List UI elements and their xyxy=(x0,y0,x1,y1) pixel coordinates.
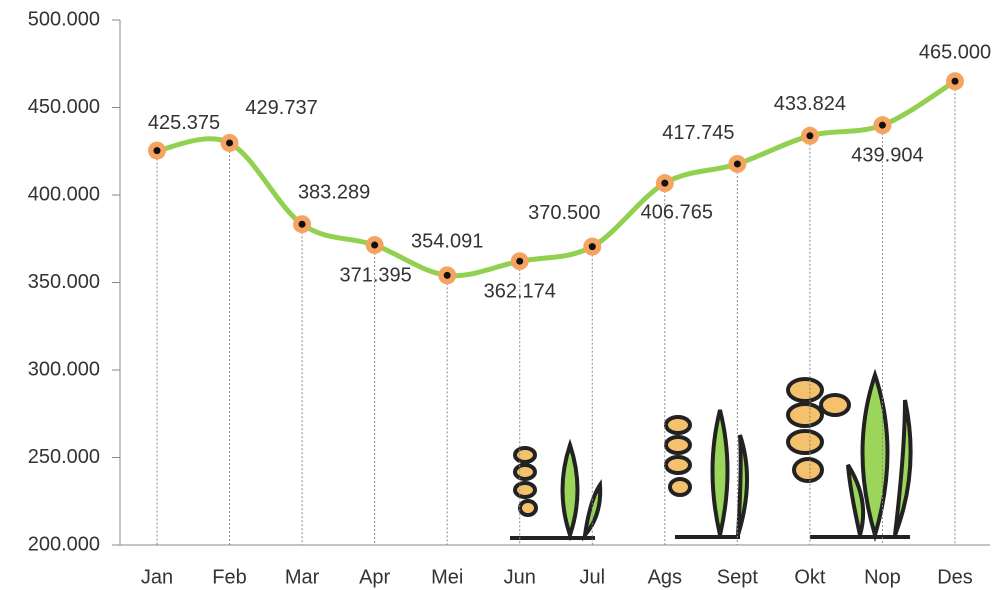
data-label: 406.765 xyxy=(641,201,713,223)
data-label: 371.395 xyxy=(339,264,411,286)
data-label: 439.904 xyxy=(851,144,923,166)
x-tick-label: Mar xyxy=(285,566,320,588)
marker-center xyxy=(806,132,814,140)
marker-center xyxy=(878,121,886,129)
marker-center xyxy=(661,179,669,187)
x-tick-label: Jul xyxy=(579,566,605,588)
y-tick-label: 400.000 xyxy=(28,183,100,205)
data-label: 465.000 xyxy=(919,42,991,64)
data-label: 429.737 xyxy=(245,97,317,119)
marker-center xyxy=(153,147,161,155)
y-tick-label: 350.000 xyxy=(28,271,100,293)
line xyxy=(156,79,957,279)
data-label: 354.091 xyxy=(411,231,483,253)
x-tick-label: Feb xyxy=(212,566,246,588)
x-tick-label: Apr xyxy=(359,566,390,588)
marker-center xyxy=(298,220,306,228)
data-label: 362.174 xyxy=(484,280,556,302)
data-label: 383.289 xyxy=(298,182,370,204)
x-tick-label: Sept xyxy=(717,566,759,588)
marker-center xyxy=(516,257,524,265)
y-tick-label: 200.000 xyxy=(28,533,100,555)
marker-center xyxy=(371,241,379,249)
data-label: 433.824 xyxy=(774,93,846,115)
y-tick-label: 300.000 xyxy=(28,358,100,380)
x-tick-label: Des xyxy=(937,566,973,588)
y-tick-label: 450.000 xyxy=(28,96,100,118)
marker-center xyxy=(588,243,596,251)
marker-center xyxy=(733,160,741,168)
x-tick-label: Jun xyxy=(504,566,536,588)
rice-icons xyxy=(510,368,913,543)
data-label: 425.375 xyxy=(148,112,220,134)
x-tick-label: Mei xyxy=(431,566,463,588)
x-tick-label: Jan xyxy=(141,566,173,588)
x-tick-label: Okt xyxy=(794,566,826,588)
x-tick-label: Ags xyxy=(648,566,682,588)
marker-center xyxy=(951,77,959,85)
data-label: 370.500 xyxy=(528,202,600,224)
x-tick-label: Nop xyxy=(864,566,901,588)
marker-center xyxy=(443,271,451,279)
data-label: 417.745 xyxy=(662,122,734,144)
marker-center xyxy=(226,139,234,147)
y-tick-label: 500.000 xyxy=(28,8,100,30)
y-tick-label: 250.000 xyxy=(28,446,100,468)
